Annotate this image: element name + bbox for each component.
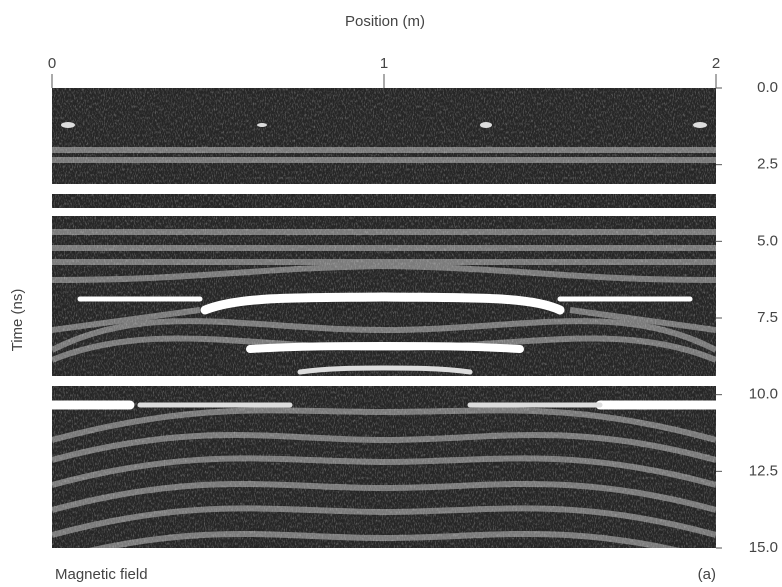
y-tick-label: 7.5 — [757, 309, 778, 326]
y-tick-label: 0.0 — [757, 79, 778, 96]
y-tick-label: 2.5 — [757, 156, 778, 173]
y-axis: 0.0 2.5 5.0 7.5 10.0 12.5 15.0 — [716, 79, 778, 556]
x-tick-label: 0 — [48, 55, 56, 72]
x-axis: 0 1 2 — [48, 55, 720, 88]
y-axis-title: Time (ns) — [9, 289, 26, 352]
x-tick-label: 1 — [380, 55, 388, 72]
figure: Position (m) — [0, 0, 782, 587]
y-tick-label: 5.0 — [757, 232, 778, 249]
y-tick-label: 10.0 — [749, 386, 778, 403]
x-tick-label: 2 — [712, 55, 720, 72]
axis-title: Position (m) — [345, 13, 425, 30]
y-tick-label: 12.5 — [749, 462, 778, 479]
panel-label: (a) — [698, 566, 716, 583]
caption: Magnetic field — [55, 566, 148, 583]
y-tick-label: 15.0 — [749, 539, 778, 556]
radargram — [52, 88, 716, 560]
